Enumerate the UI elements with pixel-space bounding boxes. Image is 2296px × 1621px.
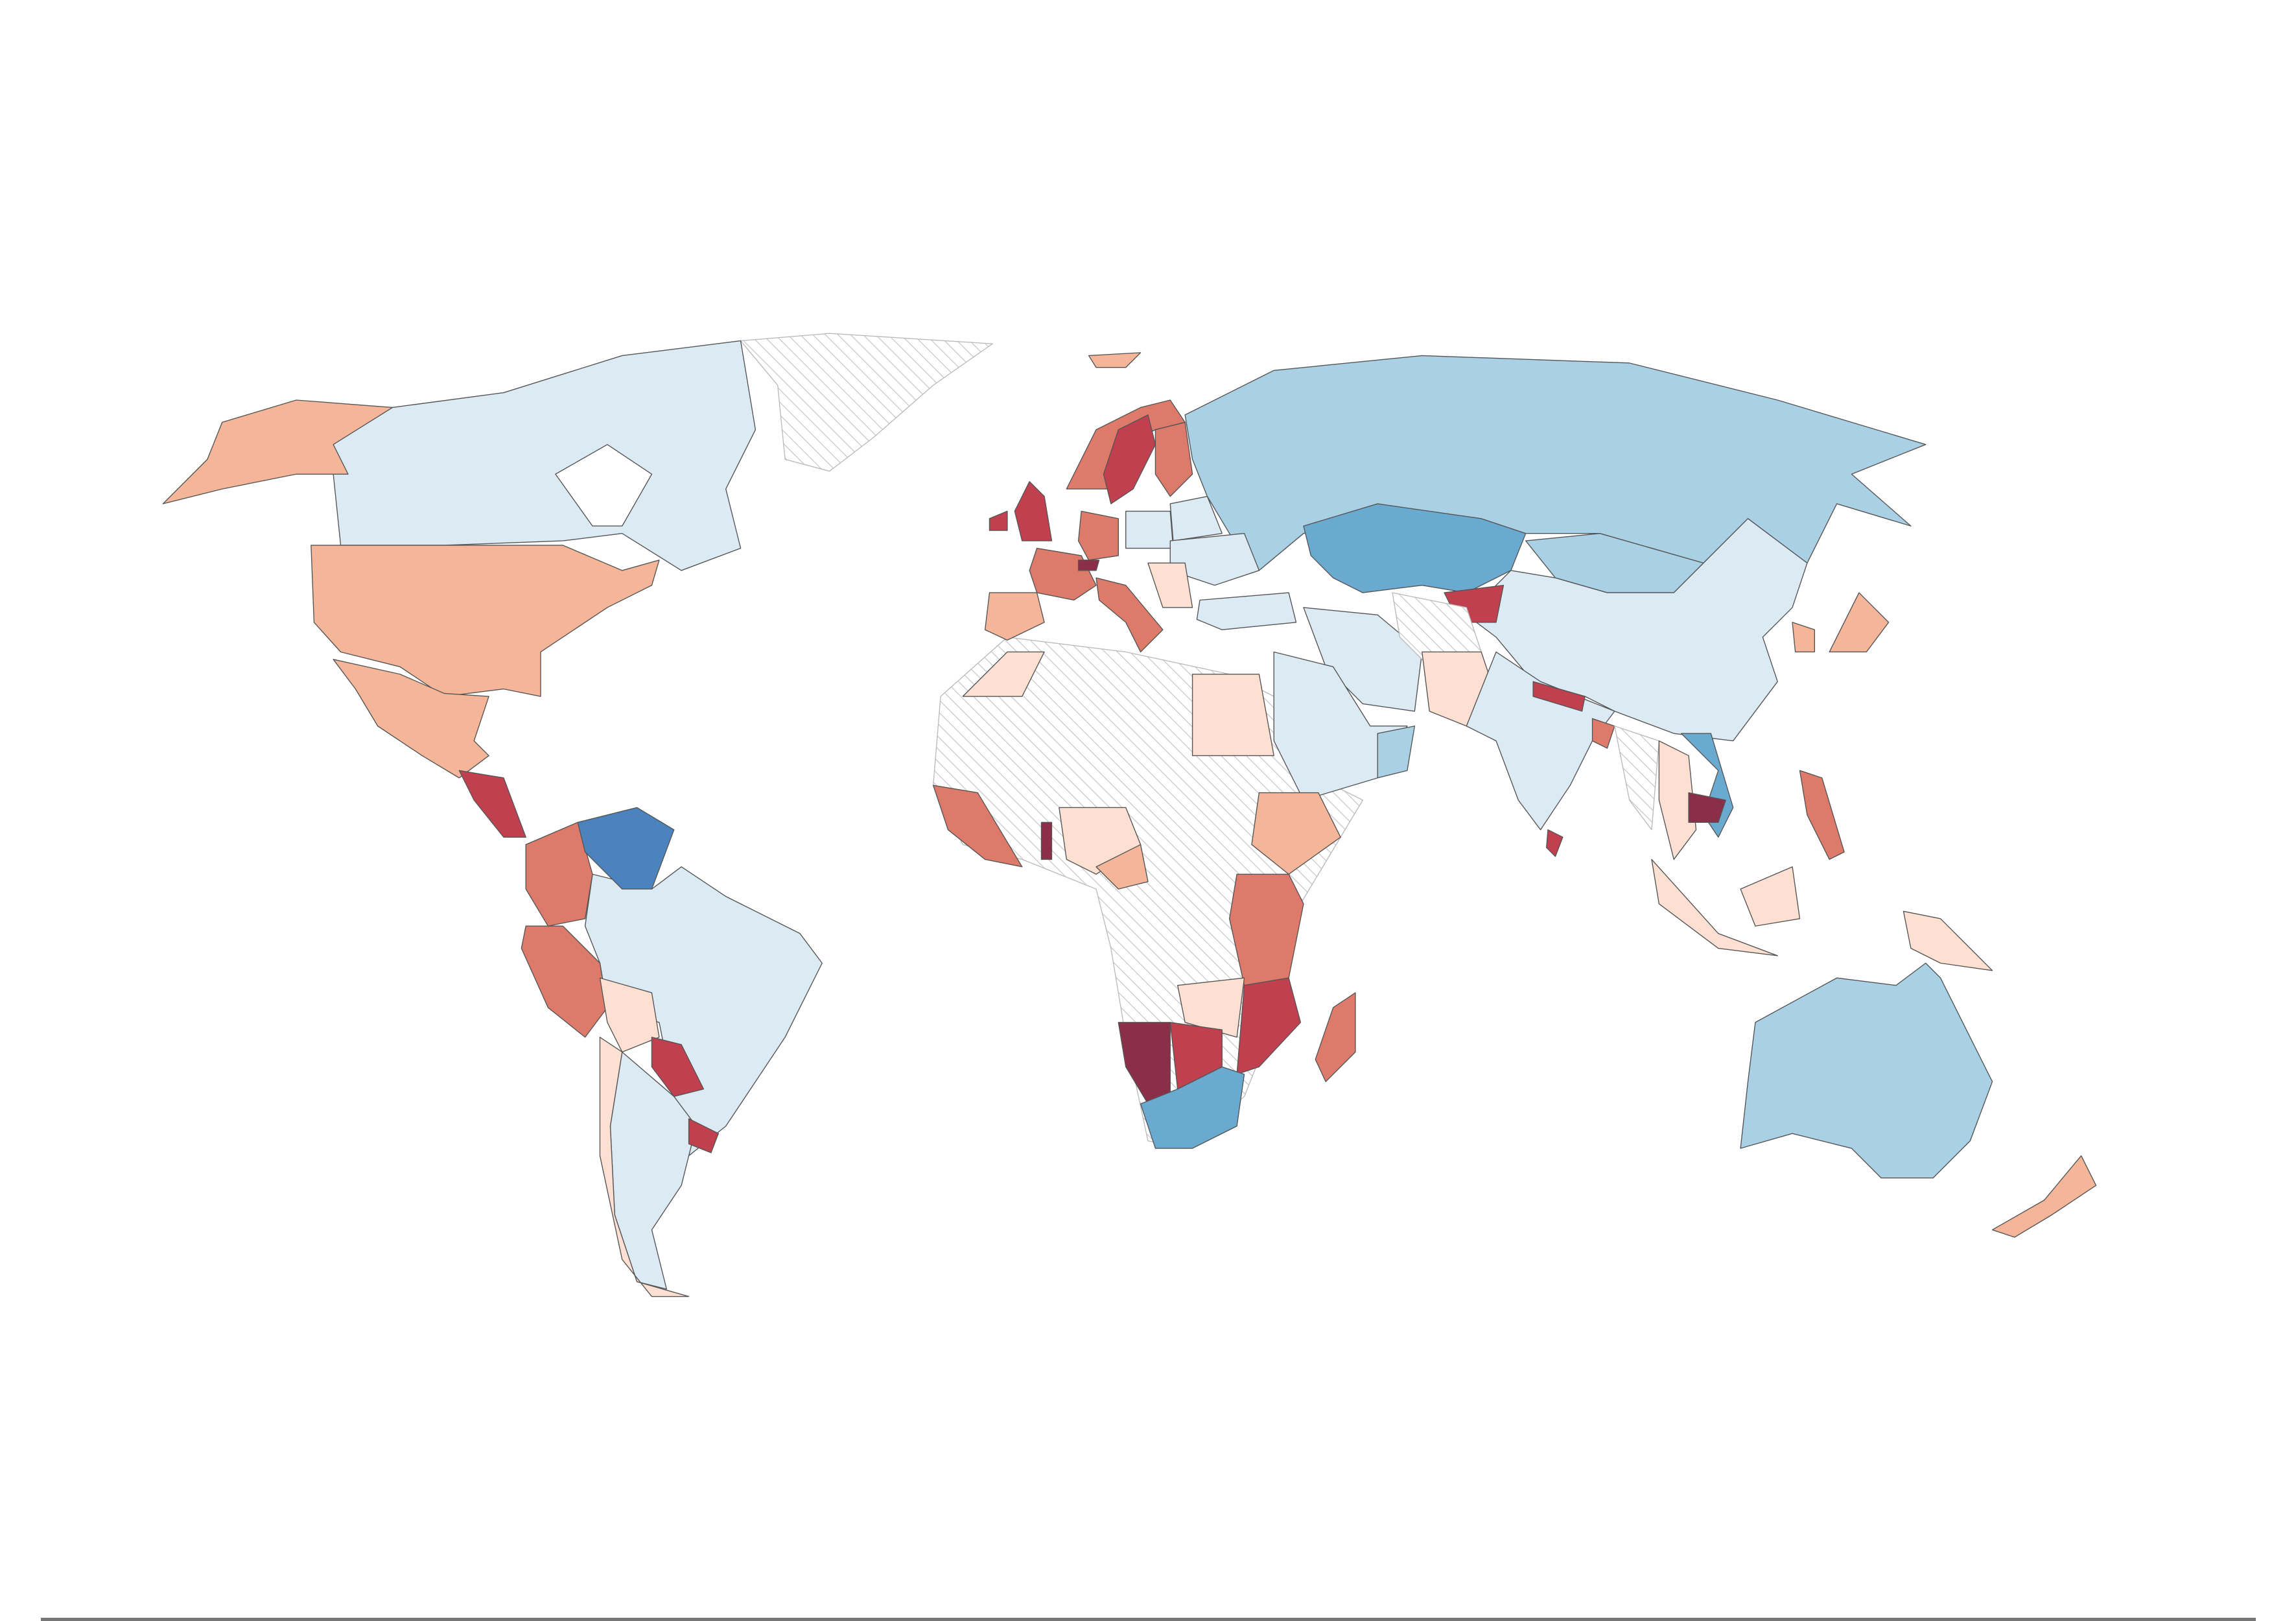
region-ken-tza bbox=[1228, 873, 1304, 986]
region-borneo bbox=[1740, 866, 1801, 927]
region-jpn bbox=[1829, 592, 1890, 653]
region-aus bbox=[1740, 962, 1993, 1179]
region-cmr bbox=[1095, 844, 1149, 890]
region-balkans bbox=[1147, 562, 1193, 608]
region-mmr bbox=[1614, 726, 1660, 831]
region-zaf bbox=[1140, 1066, 1245, 1149]
region-gbr bbox=[1014, 481, 1053, 541]
region-mar bbox=[962, 651, 1045, 697]
region-blr bbox=[1169, 495, 1223, 541]
region-mdg bbox=[1315, 992, 1356, 1082]
region-npl bbox=[1532, 681, 1586, 712]
region-isl bbox=[1088, 352, 1142, 368]
bottom-rule bbox=[41, 1618, 2256, 1621]
region-khm bbox=[1688, 792, 1726, 823]
region-grl bbox=[740, 333, 993, 472]
region-pol bbox=[1125, 510, 1174, 549]
region-can bbox=[333, 340, 756, 571]
region-bgd bbox=[1591, 718, 1615, 749]
region-egy bbox=[1191, 674, 1274, 757]
region-fin bbox=[1154, 421, 1193, 497]
region-gha bbox=[1040, 822, 1053, 860]
region-che bbox=[1077, 560, 1100, 571]
region-tur bbox=[1196, 592, 1297, 630]
region-phl bbox=[1799, 770, 1845, 860]
region-tha bbox=[1658, 740, 1697, 860]
region-esp bbox=[984, 592, 1045, 641]
region-nam bbox=[1118, 1022, 1171, 1105]
region-sumatra bbox=[1651, 858, 1778, 956]
region-png bbox=[1903, 910, 1993, 971]
region-mex bbox=[333, 659, 489, 779]
region-moz-mwi bbox=[1236, 977, 1302, 1075]
region-per bbox=[521, 925, 608, 1038]
region-usa bbox=[310, 545, 660, 697]
region-zmb-zwe bbox=[1177, 977, 1245, 1038]
region-ita bbox=[1095, 577, 1164, 653]
region-ven bbox=[577, 807, 675, 890]
region-alaska bbox=[162, 399, 393, 504]
water-hudson-bay bbox=[555, 444, 653, 527]
country-regions bbox=[162, 333, 2097, 1297]
region-irl bbox=[989, 510, 1008, 531]
region-lka bbox=[1546, 829, 1564, 857]
region-chl bbox=[599, 1036, 690, 1297]
region-west-africa bbox=[932, 785, 1023, 868]
region-kor bbox=[1792, 622, 1816, 653]
region-nzl bbox=[1991, 1155, 2097, 1238]
region-cam bbox=[458, 770, 526, 838]
region-deu bbox=[1077, 510, 1119, 561]
region-eth bbox=[1251, 792, 1341, 875]
region-ury bbox=[688, 1118, 719, 1154]
region-bol bbox=[599, 977, 660, 1053]
region-omn bbox=[1377, 726, 1416, 779]
region-pry bbox=[651, 1036, 705, 1097]
